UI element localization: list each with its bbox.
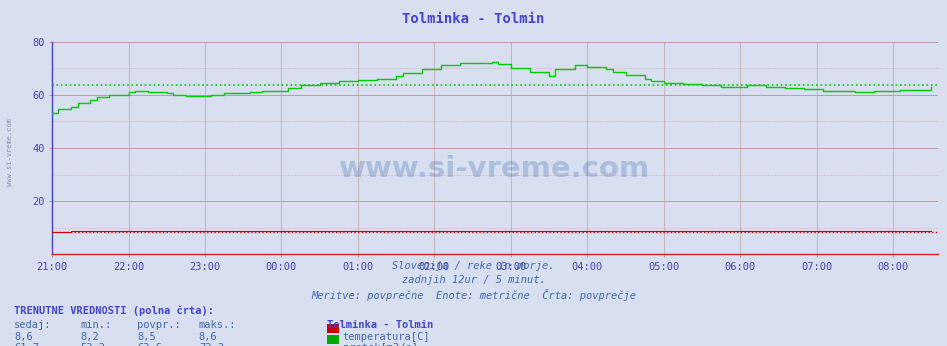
Text: 8,6: 8,6 bbox=[199, 332, 218, 342]
Text: zadnjih 12ur / 5 minut.: zadnjih 12ur / 5 minut. bbox=[402, 275, 545, 285]
Text: pretok[m3/s]: pretok[m3/s] bbox=[343, 343, 418, 346]
Text: 72,2: 72,2 bbox=[199, 343, 223, 346]
Text: maks.:: maks.: bbox=[199, 320, 237, 330]
Text: TRENUTNE VREDNOSTI (polna črta):: TRENUTNE VREDNOSTI (polna črta): bbox=[14, 305, 214, 316]
Text: 8,2: 8,2 bbox=[80, 332, 99, 342]
Text: 53,2: 53,2 bbox=[80, 343, 105, 346]
Text: Meritve: povprečne  Enote: metrične  Črta: povprečje: Meritve: povprečne Enote: metrične Črta:… bbox=[311, 289, 636, 301]
Text: Slovenija / reke in morje.: Slovenija / reke in morje. bbox=[392, 261, 555, 271]
Text: min.:: min.: bbox=[80, 320, 112, 330]
Text: 8,5: 8,5 bbox=[137, 332, 156, 342]
Text: Tolminka - Tolmin: Tolminka - Tolmin bbox=[327, 320, 433, 330]
Text: sedaj:: sedaj: bbox=[14, 320, 52, 330]
Text: Tolminka - Tolmin: Tolminka - Tolmin bbox=[402, 12, 545, 26]
Text: www.si-vreme.com: www.si-vreme.com bbox=[339, 155, 651, 183]
Text: temperatura[C]: temperatura[C] bbox=[343, 332, 430, 342]
Text: povpr.:: povpr.: bbox=[137, 320, 181, 330]
Text: www.si-vreme.com: www.si-vreme.com bbox=[8, 118, 13, 186]
Text: 61,7: 61,7 bbox=[14, 343, 39, 346]
Text: 8,6: 8,6 bbox=[14, 332, 33, 342]
Text: 63,6: 63,6 bbox=[137, 343, 162, 346]
